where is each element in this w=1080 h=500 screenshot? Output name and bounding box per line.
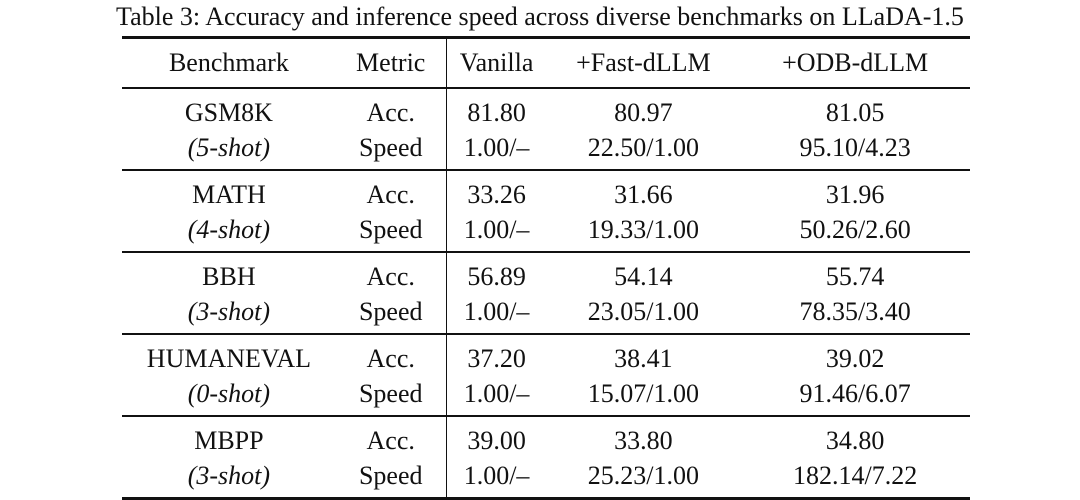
benchmark-name: MBPP: [194, 426, 264, 455]
benchmark-shot: (5-shot): [187, 133, 271, 162]
metric-cell: Speed: [358, 133, 423, 162]
header-fast-dllm: +Fast-dLLM: [576, 48, 711, 77]
table-row: MBPP Acc. 39.00 33.80 34.80: [122, 416, 970, 459]
table-row: BBH Acc. 56.89 54.14 55.74: [122, 252, 970, 295]
metric-cell: Speed: [358, 379, 423, 408]
odb-dllm-cell: 95.10/4.23: [799, 133, 911, 162]
vanilla-cell: 56.89: [445, 252, 547, 295]
fast-dllm-cell: 23.05/1.00: [587, 297, 700, 326]
table-row: HUMANEVAL Acc. 37.20 38.41 39.02: [122, 334, 970, 377]
odb-dllm-cell: 34.80: [825, 426, 885, 455]
benchmark-group-bbh: BBH Acc. 56.89 54.14 55.74 (3-shot) Spee…: [122, 252, 970, 334]
metric-cell: Acc.: [366, 180, 415, 209]
header-row: Benchmark Metric Vanilla +Fast-dLLM +ODB…: [122, 37, 970, 88]
table-row: (3-shot) Speed 1.00/– 23.05/1.00 78.35/3…: [122, 295, 970, 334]
vanilla-cell: 1.00/–: [445, 377, 547, 416]
metric-cell: Acc.: [366, 344, 415, 373]
header-benchmark: Benchmark: [168, 48, 289, 77]
header-metric: Metric: [356, 48, 426, 77]
fast-dllm-cell: 80.97: [614, 98, 673, 127]
table-caption: Table 3: Accuracy and inference speed ac…: [116, 2, 964, 31]
fast-dllm-cell: 33.80: [614, 426, 673, 455]
vanilla-cell: 39.00: [445, 416, 547, 459]
table-row: (0-shot) Speed 1.00/– 15.07/1.00 91.46/6…: [122, 377, 970, 416]
fast-dllm-cell: 31.66: [614, 180, 673, 209]
benchmark-group-humaneval: HUMANEVAL Acc. 37.20 38.41 39.02 (0-shot…: [122, 334, 970, 416]
benchmark-shot: (3-shot): [187, 461, 271, 490]
vanilla-cell: 37.20: [445, 334, 547, 377]
odb-dllm-cell: 182.14/7.22: [793, 461, 918, 490]
header-odb-dllm: +ODB-dLLM: [782, 48, 929, 77]
vanilla-cell: 81.80: [445, 88, 547, 131]
odb-dllm-cell: 39.02: [825, 344, 885, 373]
metric-cell: Speed: [358, 297, 423, 326]
vanilla-cell: 1.00/–: [445, 295, 547, 334]
metric-cell: Speed: [358, 461, 423, 490]
benchmark-group-gsm8k: GSM8K Acc. 81.80 80.97 81.05 (5-shot) Sp…: [122, 88, 970, 170]
benchmark-shot: (0-shot): [187, 379, 271, 408]
fast-dllm-cell: 38.41: [614, 344, 673, 373]
metric-cell: Acc.: [366, 98, 415, 127]
header-vanilla: Vanilla: [445, 37, 547, 88]
metric-cell: Acc.: [366, 262, 415, 291]
vanilla-cell: 1.00/–: [445, 459, 547, 499]
vanilla-cell: 1.00/–: [445, 131, 547, 170]
odb-dllm-cell: 78.35/3.40: [799, 297, 911, 326]
fast-dllm-cell: 25.23/1.00: [587, 461, 700, 490]
benchmark-name: BBH: [202, 262, 256, 291]
benchmark-shot: (4-shot): [187, 215, 271, 244]
table-row: (5-shot) Speed 1.00/– 22.50/1.00 95.10/4…: [122, 131, 970, 170]
odb-dllm-cell: 31.96: [825, 180, 885, 209]
table-row: GSM8K Acc. 81.80 80.97 81.05: [122, 88, 970, 131]
results-table: Benchmark Metric Vanilla +Fast-dLLM +ODB…: [122, 36, 970, 500]
table-row: (4-shot) Speed 1.00/– 19.33/1.00 50.26/2…: [122, 213, 970, 252]
odb-dllm-cell: 50.26/2.60: [799, 215, 911, 244]
fast-dllm-cell: 15.07/1.00: [587, 379, 700, 408]
odb-dllm-cell: 81.05: [825, 98, 885, 127]
benchmark-shot: (3-shot): [187, 297, 271, 326]
odb-dllm-cell: 55.74: [825, 262, 885, 291]
benchmark-name: HUMANEVAL: [146, 344, 311, 373]
benchmark-group-mbpp: MBPP Acc. 39.00 33.80 34.80 (3-shot) Spe…: [122, 416, 970, 499]
fast-dllm-cell: 19.33/1.00: [587, 215, 700, 244]
fast-dllm-cell: 22.50/1.00: [587, 133, 700, 162]
table-row: MATH Acc. 33.26 31.66 31.96: [122, 170, 970, 213]
metric-cell: Speed: [358, 215, 423, 244]
benchmark-name: GSM8K: [184, 98, 273, 127]
table-header: Benchmark Metric Vanilla +Fast-dLLM +ODB…: [122, 37, 970, 88]
fast-dllm-cell: 54.14: [614, 262, 673, 291]
benchmark-name: MATH: [192, 180, 266, 209]
vanilla-cell: 33.26: [445, 170, 547, 213]
odb-dllm-cell: 91.46/6.07: [799, 379, 911, 408]
table-row: (3-shot) Speed 1.00/– 25.23/1.00 182.14/…: [122, 459, 970, 499]
vanilla-cell: 1.00/–: [445, 213, 547, 252]
metric-cell: Acc.: [366, 426, 415, 455]
benchmark-group-math: MATH Acc. 33.26 31.66 31.96 (4-shot) Spe…: [122, 170, 970, 252]
